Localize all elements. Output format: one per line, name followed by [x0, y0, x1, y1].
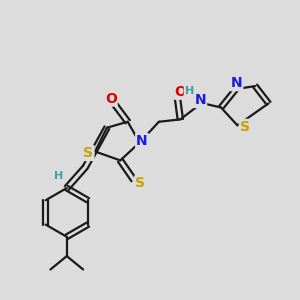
Text: S: S — [240, 120, 250, 134]
Text: N: N — [231, 76, 242, 90]
Text: O: O — [105, 92, 117, 106]
Text: H: H — [184, 86, 194, 96]
Text: H: H — [54, 171, 63, 181]
Text: N: N — [136, 134, 148, 148]
Text: S: S — [135, 176, 145, 190]
Text: N: N — [194, 93, 206, 107]
Text: S: S — [83, 146, 94, 160]
Text: O: O — [174, 85, 186, 99]
